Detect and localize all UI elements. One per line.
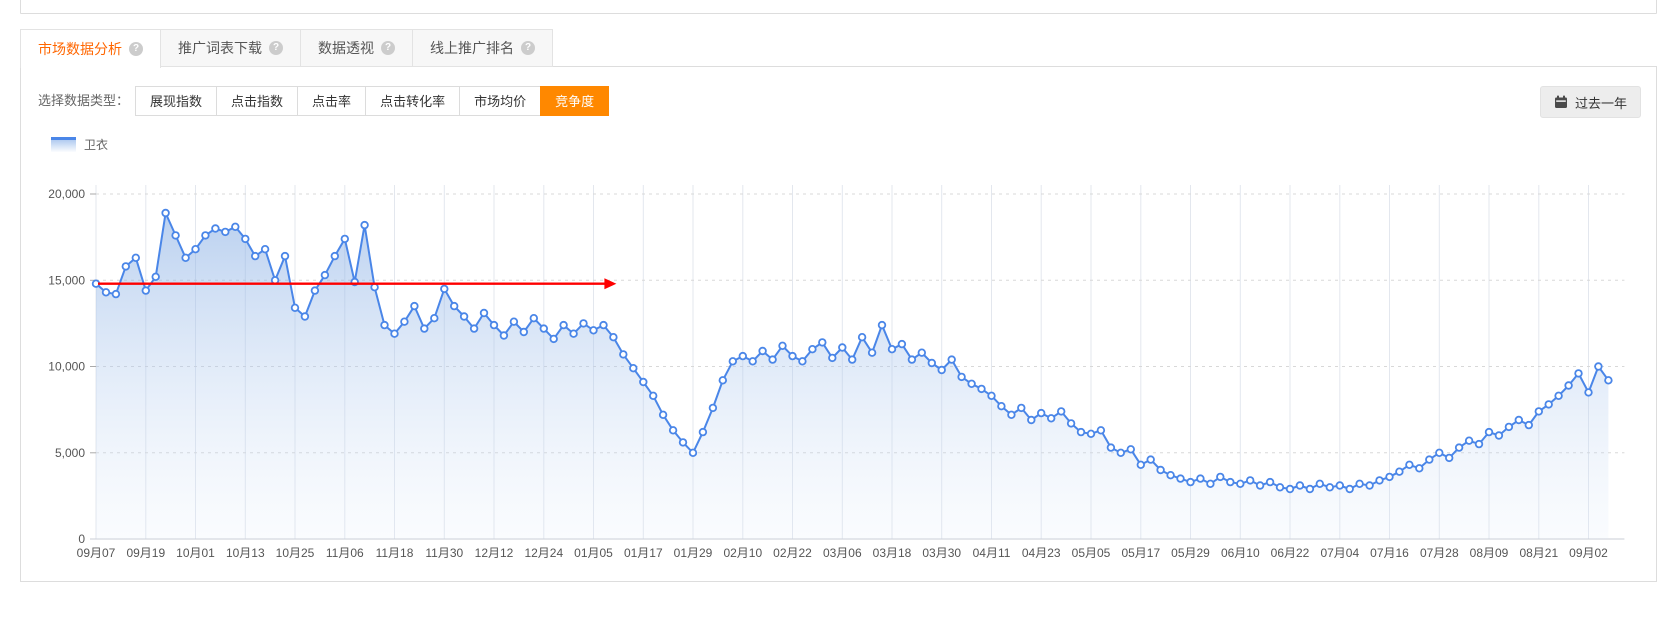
help-icon[interactable] bbox=[129, 42, 143, 56]
legend: 卫衣 bbox=[51, 136, 108, 153]
svg-text:01月29: 01月29 bbox=[674, 546, 713, 560]
svg-text:08月21: 08月21 bbox=[1519, 546, 1558, 560]
svg-text:09月02: 09月02 bbox=[1569, 546, 1608, 560]
help-icon[interactable] bbox=[521, 41, 535, 55]
svg-text:07月16: 07月16 bbox=[1370, 546, 1409, 560]
calendar-icon bbox=[1554, 95, 1567, 108]
svg-text:04月23: 04月23 bbox=[1022, 546, 1061, 560]
svg-text:09月19: 09月19 bbox=[126, 546, 165, 560]
legend-swatch bbox=[51, 137, 76, 152]
svg-text:01月17: 01月17 bbox=[624, 546, 663, 560]
tab-online-promotion-ranking[interactable]: 线上推广排名 bbox=[412, 29, 553, 67]
legend-series-name: 卫衣 bbox=[84, 138, 109, 152]
svg-text:05月29: 05月29 bbox=[1171, 546, 1210, 560]
data-type-label: 选择数据类型： bbox=[38, 93, 130, 108]
svg-text:04月11: 04月11 bbox=[973, 546, 1011, 560]
help-icon[interactable] bbox=[269, 41, 283, 55]
svg-text:11月30: 11月30 bbox=[425, 546, 463, 560]
svg-text:11月18: 11月18 bbox=[376, 546, 414, 560]
top-panel-edge bbox=[20, 0, 1657, 14]
svg-text:07月04: 07月04 bbox=[1320, 546, 1359, 560]
tab-data-perspective[interactable]: 数据透视 bbox=[300, 29, 413, 67]
help-icon[interactable] bbox=[381, 41, 395, 55]
svg-text:07月28: 07月28 bbox=[1420, 546, 1459, 560]
data-type-button-market-avg-price[interactable]: 市场均价 bbox=[459, 86, 542, 116]
svg-text:05月05: 05月05 bbox=[1072, 546, 1111, 560]
svg-text:0: 0 bbox=[78, 532, 85, 546]
svg-text:03月06: 03月06 bbox=[823, 546, 862, 560]
tab-bar: 市场数据分析 推广词表下载 数据透视 线上推广排名 bbox=[20, 29, 553, 68]
svg-text:10月01: 10月01 bbox=[176, 546, 215, 560]
svg-text:12月12: 12月12 bbox=[475, 546, 514, 560]
svg-text:03月30: 03月30 bbox=[922, 546, 961, 560]
data-type-button-group: 展现指数 点击指数 点击率 点击转化率 市场均价 竞争度 bbox=[135, 86, 610, 116]
svg-text:06月22: 06月22 bbox=[1271, 546, 1310, 560]
svg-text:08月09: 08月09 bbox=[1470, 546, 1509, 560]
svg-text:12月24: 12月24 bbox=[524, 546, 563, 560]
svg-text:05月17: 05月17 bbox=[1121, 546, 1160, 560]
date-range-label: 过去一年 bbox=[1574, 95, 1627, 111]
tab-market-data-analysis[interactable]: 市场数据分析 bbox=[20, 29, 161, 68]
data-type-button-impression-index[interactable]: 展现指数 bbox=[135, 86, 218, 116]
svg-text:10,000: 10,000 bbox=[48, 360, 85, 374]
svg-text:09月07: 09月07 bbox=[77, 546, 116, 560]
data-type-button-click-index[interactable]: 点击指数 bbox=[216, 86, 299, 116]
tab-label: 推广词表下载 bbox=[178, 40, 262, 56]
data-type-button-click-rate[interactable]: 点击率 bbox=[297, 86, 367, 116]
svg-text:5,000: 5,000 bbox=[55, 446, 85, 460]
tab-promotion-wordlist-download[interactable]: 推广词表下载 bbox=[160, 29, 301, 67]
date-range-button[interactable]: 过去一年 bbox=[1539, 86, 1641, 118]
tab-label: 市场数据分析 bbox=[38, 41, 122, 57]
svg-text:03月18: 03月18 bbox=[873, 546, 912, 560]
svg-text:01月05: 01月05 bbox=[574, 546, 613, 560]
tab-label: 线上推广排名 bbox=[430, 40, 514, 56]
svg-text:10月13: 10月13 bbox=[226, 546, 265, 560]
data-type-button-competition-index[interactable]: 竞争度 bbox=[540, 86, 610, 116]
competition-index-trend-chart: 0 5,000 10,000 15,000 20,000 09月07 09月19 10月01 1… bbox=[48, 185, 1625, 560]
tab-label: 数据透视 bbox=[318, 40, 374, 56]
svg-text:15,000: 15,000 bbox=[48, 273, 85, 287]
svg-text:06月10: 06月10 bbox=[1221, 546, 1260, 560]
data-type-selector: 选择数据类型： 展现指数 点击指数 点击率 点击转化率 市场均价 竞争度 bbox=[38, 86, 610, 116]
svg-text:02月10: 02月10 bbox=[723, 546, 762, 560]
svg-text:10月25: 10月25 bbox=[276, 546, 315, 560]
svg-text:20,000: 20,000 bbox=[48, 187, 85, 201]
market-analysis-panel: 选择数据类型： 展现指数 点击指数 点击率 点击转化率 市场均价 竞争度 过去一… bbox=[20, 66, 1657, 582]
data-type-button-click-conversion-rate[interactable]: 点击转化率 bbox=[365, 86, 461, 116]
svg-text:02月22: 02月22 bbox=[773, 546, 812, 560]
svg-text:11月06: 11月06 bbox=[326, 546, 364, 560]
